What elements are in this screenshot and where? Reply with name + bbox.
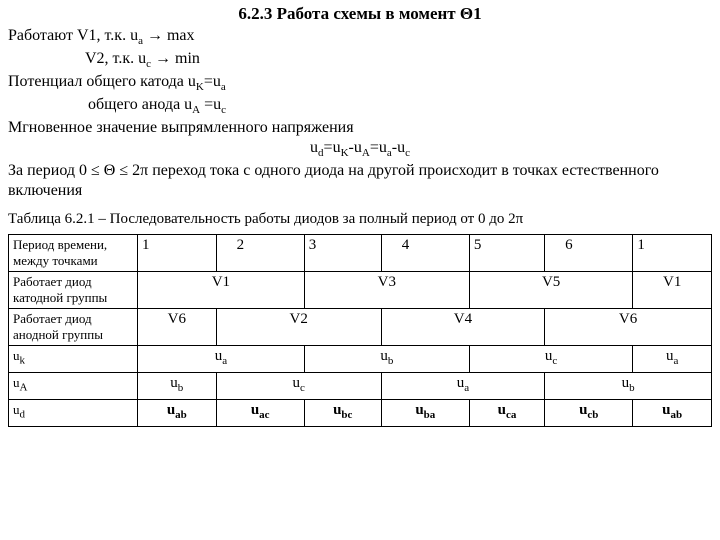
cell: ucb: [545, 399, 633, 426]
cell: V3: [304, 271, 469, 308]
table-row: Работает диод катодной группы V1 V3 V5 V…: [9, 271, 712, 308]
line-6: За период 0 ≤ Θ ≤ 2π переход тока с одно…: [8, 161, 712, 201]
cell: uca: [469, 399, 544, 426]
table-row: Работает диод анодной группы V6 V2 V4 V6: [9, 308, 712, 345]
line-5: Мгновенное значение выпрямленного напряж…: [8, 118, 712, 138]
table-row: ud uab uac ubc uba uca ucb uab: [9, 399, 712, 426]
cell: uc: [216, 372, 381, 399]
line-3: Потенциал общего катода uK=ua: [8, 72, 712, 95]
cell: 1: [138, 234, 217, 271]
cell: 1: [633, 234, 712, 271]
cell: uab: [633, 399, 712, 426]
cell: V6: [545, 308, 712, 345]
cell: ub: [545, 372, 712, 399]
cell: uac: [216, 399, 304, 426]
row-label: Работает диод анодной группы: [9, 308, 138, 345]
table-row: uA ub uc ua ub: [9, 372, 712, 399]
cell: ub: [304, 345, 469, 372]
cell: V5: [469, 271, 632, 308]
row-label: uk: [9, 345, 138, 372]
table-row: Период времени, между точками 1 2 3 4 5 …: [9, 234, 712, 271]
diode-sequence-table: Период времени, между точками 1 2 3 4 5 …: [8, 234, 712, 427]
cell: uab: [138, 399, 217, 426]
table-row: uk ua ub uc ua: [9, 345, 712, 372]
cell: V6: [138, 308, 217, 345]
cell: V1: [138, 271, 305, 308]
line-2: V2, т.к. uc → min: [8, 49, 712, 72]
cell: ub: [138, 372, 217, 399]
row-label: Работает диод катодной группы: [9, 271, 138, 308]
cell: 3: [304, 234, 381, 271]
section-title: 6.2.3 Работа схемы в момент Θ1: [8, 4, 712, 24]
row-label: Период времени, между точками: [9, 234, 138, 271]
cell: 4: [381, 234, 469, 271]
table-caption: Таблица 6.2.1 – Последовательность работ…: [8, 211, 712, 228]
cell: V4: [381, 308, 544, 345]
cell: ua: [138, 345, 305, 372]
cell: 6: [545, 234, 633, 271]
cell: ua: [633, 345, 712, 372]
row-label: uA: [9, 372, 138, 399]
row-label: ud: [9, 399, 138, 426]
line-4: общего анода uA =uc: [8, 95, 712, 118]
cell: V2: [216, 308, 381, 345]
body-text: Работают V1, т.к. ua → max V2, т.к. uc →…: [8, 26, 712, 201]
cell: uc: [469, 345, 632, 372]
cell: uba: [381, 399, 469, 426]
cell: ua: [381, 372, 544, 399]
cell: 2: [216, 234, 304, 271]
cell: V1: [633, 271, 712, 308]
cell: ubc: [304, 399, 381, 426]
equation: ud=uK-uA=ua-uc: [8, 138, 712, 161]
cell: 5: [469, 234, 544, 271]
line-1: Работают V1, т.к. ua → max: [8, 26, 712, 49]
